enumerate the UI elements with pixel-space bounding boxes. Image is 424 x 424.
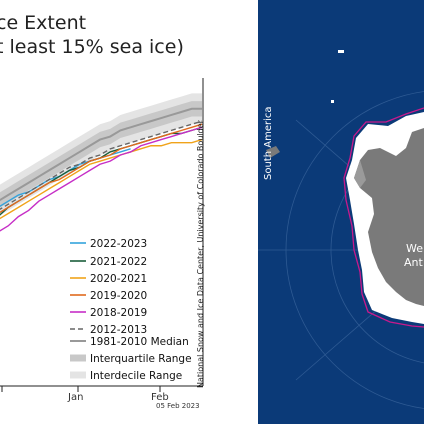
median-ice-edge	[343, 107, 424, 328]
sea-ice-chart: Jan Feb 2022-2023 2021-2022 2020-2021 20…	[0, 78, 204, 403]
series-line-2012-2013	[0, 120, 203, 211]
ice-shelf	[354, 160, 366, 188]
chart-credit: National Snow and Ice Data Center, Unive…	[196, 120, 205, 388]
date-stamp: 05 Feb 2023	[156, 402, 200, 410]
series-line-2020-2021	[0, 138, 203, 220]
legend-label-2022-2023: 2022-2023	[90, 238, 147, 250]
legend-label-interquartile: Interquartile Range	[90, 353, 192, 365]
west-antarctica-label-line2: Ant	[404, 256, 423, 269]
chart-panel: Jan Feb 2022-2023 2021-2022 2020-2021 20…	[0, 12, 205, 410]
legend-label-2019-2020: 2019-2020	[90, 290, 147, 302]
legend-label-2021-2022: 2021-2022	[90, 256, 147, 268]
island	[331, 100, 334, 103]
legend: 2022-2023 2021-2022 2020-2021 2019-2020 …	[70, 238, 192, 382]
band-interquartile-range	[0, 101, 202, 208]
series-line-2018-2019	[0, 126, 203, 232]
south-america-tip	[266, 146, 280, 158]
legend-label-2018-2019: 2018-2019	[90, 307, 147, 319]
x-tick-label-jan: Jan	[67, 392, 83, 403]
series-line-2019-2020	[0, 123, 203, 214]
island	[338, 50, 344, 53]
legend-label-interdecile: Interdecile Range	[90, 370, 182, 382]
legend-label-2012-2013: 2012-2013	[90, 324, 147, 336]
antarctica-land	[354, 128, 424, 306]
chart-title-line1: ce Extent	[0, 12, 87, 34]
legend-label-median: 1981-2010 Median	[90, 336, 189, 348]
series-line-1981-2010-median	[0, 107, 202, 202]
map-panel: South America We Ant	[256, 0, 424, 424]
west-antarctica-label-line1: We	[406, 242, 423, 255]
antarctica-map: South America We Ant	[256, 0, 424, 424]
chart-title-line2: t least 15% sea ice)	[0, 36, 184, 58]
legend-label-2020-2021: 2020-2021	[90, 273, 147, 285]
range-bands	[0, 93, 202, 216]
x-tick-label-feb: Feb	[151, 392, 169, 403]
south-america-label: South America	[263, 107, 274, 181]
series-lines	[0, 107, 203, 232]
